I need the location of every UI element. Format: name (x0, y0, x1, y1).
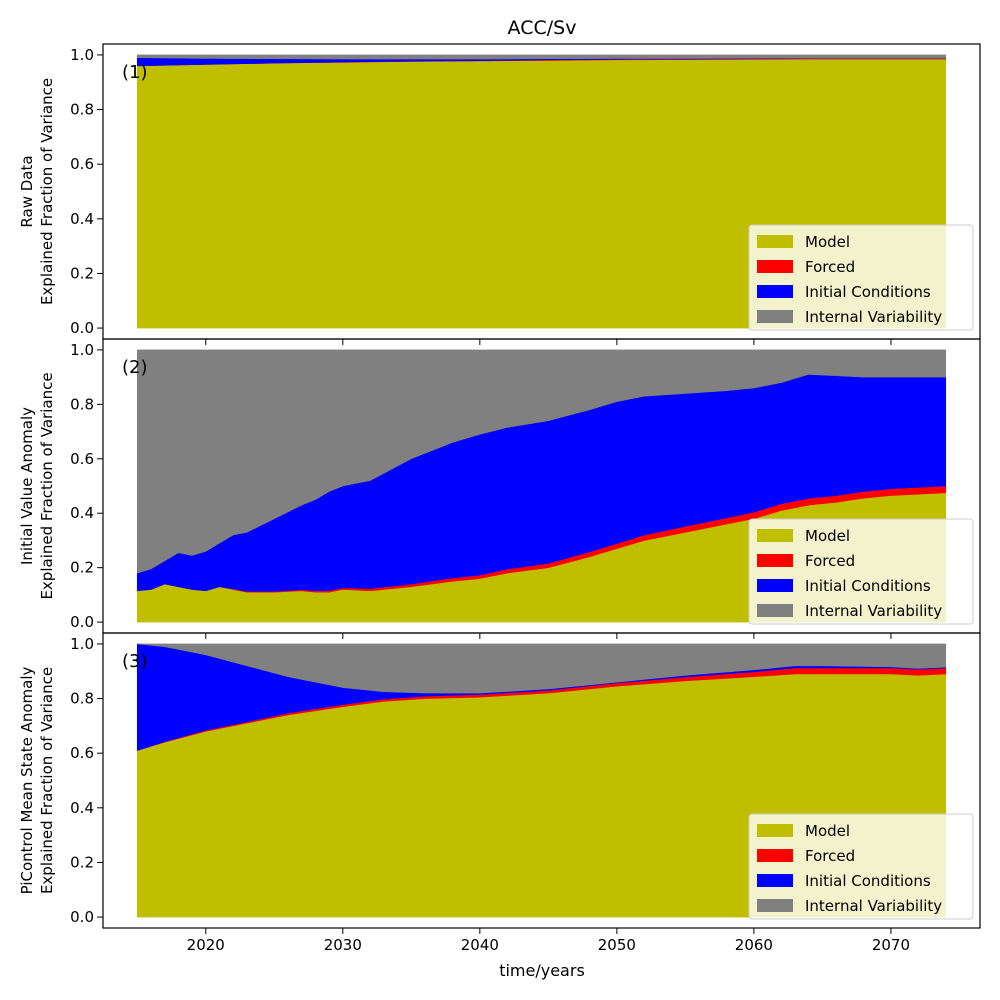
legend: Model Forced Initial Conditions Internal Va… (748, 518, 974, 625)
x-tick-label: 2040 (461, 936, 499, 954)
area-internal-variability (136, 349, 947, 574)
y-tick-label: 0.8 (70, 101, 94, 119)
legend-swatch (757, 899, 793, 912)
legend-swatch (757, 260, 793, 273)
x-axis-label: time/years (499, 961, 585, 980)
panel-1: 0.0 0.2 0.4 0.6 0.8 1.0 (1) Raw Data Explained F… (18, 43, 981, 345)
area-internal-variability (137, 643, 947, 694)
y-tick-label: 0.8 (70, 395, 94, 413)
legend-swatch (757, 235, 793, 248)
y-tick-label: 1.0 (70, 341, 94, 359)
panel-label: (3) (122, 651, 148, 672)
axes-frame (102, 632, 981, 929)
legend-entry: Internal Variability (805, 308, 942, 326)
legend-entry: Model (805, 233, 850, 251)
y-tick-label: 0.0 (70, 319, 94, 337)
y-tick-label: 0.0 (70, 908, 94, 926)
x-tick-label: 2060 (735, 936, 773, 954)
legend-entry: Internal Variability (805, 897, 942, 915)
legend-box (748, 813, 974, 920)
legend-entry: Forced (805, 258, 855, 276)
x-tick-label: 2020 (187, 936, 225, 954)
x-tick-label: 2070 (872, 936, 910, 954)
y-tick-label: 0.6 (70, 744, 94, 762)
legend-swatch (757, 579, 793, 592)
y-tick-label: 0.2 (70, 853, 94, 871)
legend-swatch (757, 554, 793, 567)
legend-swatch (757, 849, 793, 862)
y-tick-label: 1.0 (70, 635, 94, 653)
y-tick-label: 0.4 (70, 210, 94, 228)
y-tick-label: 1.0 (70, 46, 94, 64)
legend-entry: Initial Conditions (805, 872, 931, 890)
y-axis-label-line2: Explained Fraction of Variance (38, 78, 56, 305)
panel-label: (2) (122, 357, 148, 378)
panels: 0.00.20.40.60.81.0(1)Raw Data Explained F… (18, 43, 981, 954)
legend-box (748, 224, 974, 331)
y-tick-label: 0.4 (70, 799, 94, 817)
legend-box (748, 518, 974, 625)
legend-entry: Initial Conditions (805, 283, 931, 301)
y-axis-label-line1: Raw Data (18, 155, 36, 227)
y-axis-label-line1: Initial Value Anomaly (18, 407, 36, 565)
y-axis-label-line2: Explained Fraction of Variance (38, 372, 56, 599)
y-axis-label-line1: PiControl Mean State Anomaly (18, 666, 36, 894)
y-axis-label-line2: Explained Fraction of Variance (38, 667, 56, 894)
legend-swatch (757, 310, 793, 323)
legend-entry: Forced (805, 552, 855, 570)
y-tick-label: 0.4 (70, 504, 94, 522)
x-tick-label: 2030 (324, 936, 362, 954)
area-internal-variability (136, 54, 947, 60)
panel-3: 0.0 0.2 0.4 0.6 0.8 1.0 2020 2030 2040 2050 2060 20… (18, 632, 981, 954)
legend-entry: Internal Variability (805, 602, 942, 620)
y-tick-label: 0.0 (70, 613, 94, 631)
legend-swatch (757, 824, 793, 837)
y-tick-label: 0.8 (70, 690, 94, 708)
legend-entry: Initial Conditions (805, 577, 931, 595)
legend: Model Forced Initial Conditions Internal Va… (748, 813, 974, 920)
panel-2: 0.0 0.2 0.4 0.6 0.8 1.0 (2) Initial Value Anoma… (18, 338, 981, 639)
legend-entry: Forced (805, 847, 855, 865)
legend-swatch (757, 285, 793, 298)
legend-swatch (757, 874, 793, 887)
legend-entry: Model (805, 527, 850, 545)
y-tick-label: 0.2 (70, 264, 94, 282)
y-tick-label: 0.2 (70, 559, 94, 577)
legend-entry: Model (805, 822, 850, 840)
panel-label: (1) (122, 62, 148, 83)
y-tick-label: 0.6 (70, 450, 94, 468)
legend: Model Forced Initial Conditions Internal Va… (748, 224, 974, 331)
legend-swatch (757, 604, 793, 617)
chart-title: ACC/Sv (508, 17, 577, 39)
x-tick-label: 2050 (598, 936, 636, 954)
y-tick-label: 0.6 (70, 155, 94, 173)
legend-swatch (757, 529, 793, 542)
